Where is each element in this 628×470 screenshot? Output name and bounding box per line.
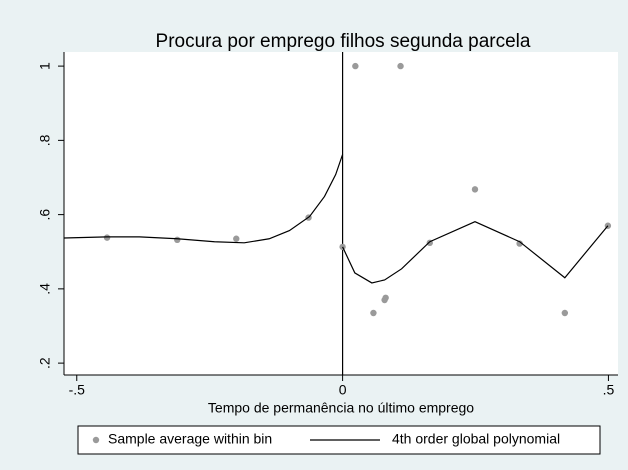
polynomial-line <box>63 154 344 244</box>
x-tick-label: .5 <box>603 382 615 398</box>
scatter-point <box>103 234 111 241</box>
polynomial-line <box>342 221 609 284</box>
scatter-point <box>516 240 523 247</box>
scatter-point <box>339 243 346 251</box>
scatter-point <box>370 309 377 317</box>
scatter-point <box>352 62 359 70</box>
x-tick-label: -.5 <box>69 382 86 398</box>
y-tick-label: .6 <box>37 209 53 221</box>
scatter-point <box>174 236 181 244</box>
chart-title: Procura por emprego filhos segunda parce… <box>156 31 531 52</box>
scatter-point <box>561 309 569 317</box>
y-tick-label: .2 <box>37 357 53 369</box>
y-tick-label: .4 <box>37 283 53 295</box>
scatter-point <box>397 62 404 70</box>
y-tick-label: 1 <box>37 62 53 70</box>
plot-area <box>64 52 618 375</box>
x-tick-label: 0 <box>339 382 347 398</box>
legend-label: Sample average within bin <box>108 431 272 447</box>
scatter-point <box>471 186 479 193</box>
x-axis-label: Tempo de permanência no último emprego <box>208 400 474 416</box>
scatter-point <box>381 296 388 304</box>
legend-label: 4th order global polynomial <box>392 431 560 447</box>
legend-marker <box>92 436 100 444</box>
y-tick-label: .8 <box>37 134 53 146</box>
scatter-point <box>233 235 240 242</box>
